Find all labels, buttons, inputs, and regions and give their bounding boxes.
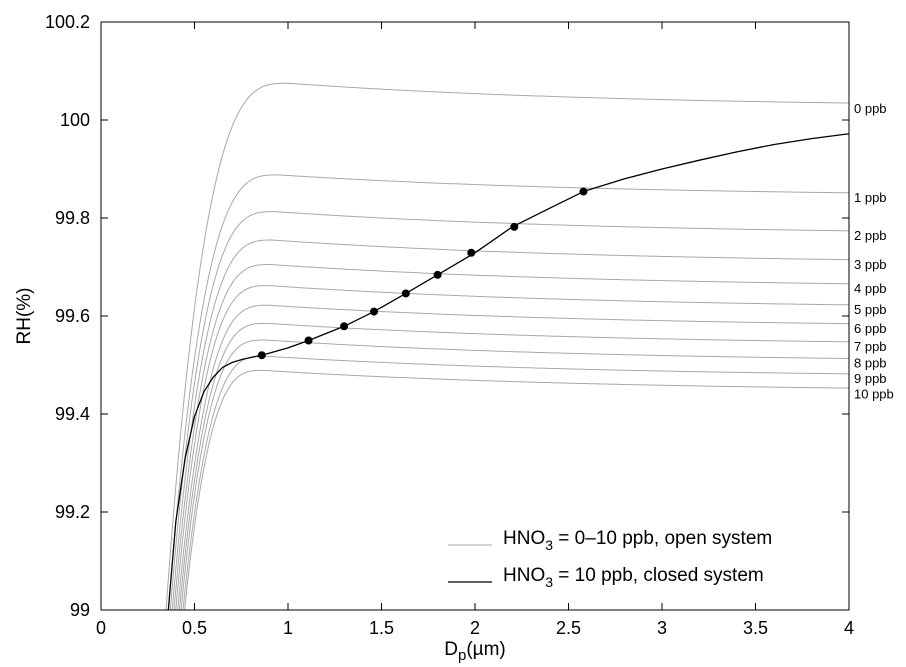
y-tick-label: 100.2	[45, 12, 90, 32]
intersection-point	[401, 289, 410, 298]
intersection-point	[340, 322, 349, 331]
series-label-6-ppb: 6 ppb	[854, 321, 887, 336]
intersection-point	[510, 222, 519, 231]
legend-closed-suffix: = 10 ppb, closed system	[553, 565, 764, 586]
y-tick-label: 99.8	[55, 208, 90, 228]
y-tick-label: 99.6	[55, 306, 90, 326]
series-label-4-ppb: 4 ppb	[854, 281, 887, 296]
series-label-9-ppb: 9 ppb	[854, 371, 887, 386]
series-line-4-ppb	[173, 264, 850, 611]
x-tick-label: 1	[283, 618, 293, 638]
x-axis-title-unit: (µm)	[466, 639, 505, 660]
series-line-0-ppb	[165, 82, 850, 611]
x-axis-title-main: D	[444, 639, 458, 660]
series-label-8-ppb: 8 ppb	[854, 356, 887, 371]
intersection-point	[579, 187, 588, 196]
series-line-6-ppb	[177, 304, 850, 611]
x-axis-title-sub: p	[458, 647, 466, 664]
series-line-9-ppb	[182, 355, 850, 611]
y-tick-label: 99.4	[55, 404, 90, 424]
series-line-1-ppb	[167, 174, 850, 611]
intersection-point	[304, 336, 313, 345]
series-line-7-ppb	[178, 322, 850, 611]
x-tick-label: 3	[657, 618, 667, 638]
series-label-1-ppb: 1 ppb	[854, 190, 887, 205]
legend-closed-prefix: HNO	[503, 565, 545, 586]
intersection-points	[257, 187, 588, 360]
x-tick-label: 1.5	[369, 618, 394, 638]
series-line-3-ppb	[171, 239, 850, 611]
legend: HNO3 = 0–10 ppb, open system HNO3 = 10 p…	[448, 528, 772, 590]
series-line-5-ppb	[175, 285, 850, 611]
legend-open-sub: 3	[545, 537, 553, 553]
series-line-2-ppb	[169, 211, 850, 611]
series-label-3-ppb: 3 ppb	[854, 257, 887, 272]
x-tick-label: 2	[470, 618, 480, 638]
x-tick-label: 3.5	[743, 618, 768, 638]
y-tick-label: 100	[60, 110, 90, 130]
legend-open-prefix: HNO	[503, 528, 545, 549]
series-label-7-ppb: 7 ppb	[854, 339, 887, 354]
intersection-point	[467, 248, 476, 257]
legend-label-closed-system: HNO3 = 10 ppb, closed system	[503, 565, 764, 590]
series-label-0-ppb: 0 ppb	[854, 101, 887, 116]
legend-open-suffix: = 0–10 ppb, open system	[553, 528, 772, 549]
x-axis-title: Dp(µm)	[444, 639, 506, 664]
series-label-5-ppb: 5 ppb	[854, 302, 887, 317]
legend-label-open-system: HNO3 = 0–10 ppb, open system	[503, 528, 772, 553]
y-tick-label: 99.2	[55, 502, 90, 522]
intersection-point	[370, 307, 379, 316]
intersection-point	[433, 270, 442, 279]
axis-ticks: 0 0.5 1 1.5 2 2.5 3 3.5 4 99 99.2 99.4 99.6 99.8 100 10…	[45, 12, 854, 638]
series-label-2-ppb: 2 ppb	[854, 228, 887, 243]
x-tick-label: 2.5	[556, 618, 581, 638]
series-labels: 0 ppb 1 ppb 2 ppb 3 ppb 4 ppb 5 ppb 6 ppb 7 ppb…	[854, 101, 894, 402]
x-tick-label: 0.5	[182, 618, 207, 638]
plot-curves	[165, 82, 850, 611]
x-tick-label: 0	[96, 618, 106, 638]
x-tick-label: 4	[844, 618, 854, 638]
plot-frame	[100, 21, 850, 611]
y-tick-label: 99	[70, 600, 90, 620]
series-line-10-ppb	[184, 369, 850, 611]
series-line-8-ppb	[180, 339, 850, 611]
legend-closed-sub: 3	[545, 574, 553, 590]
intersection-point	[257, 351, 266, 360]
series-label-10-ppb: 10 ppb	[854, 387, 894, 402]
y-axis-title: RH(%)	[14, 288, 35, 345]
